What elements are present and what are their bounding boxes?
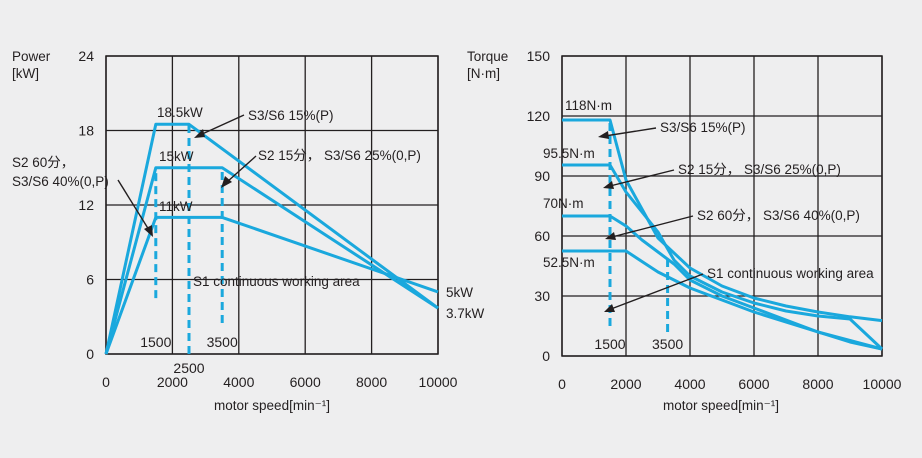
power-chart: 0 2000 4000 6000 8000 10000 0 6 12 18 24 15002500… xyxy=(12,48,485,413)
torque-chart: 0 2000 4000 6000 8000 10000 0 30 60 90 120 150 150… xyxy=(467,48,902,413)
x-tick-label: 4000 xyxy=(674,376,705,392)
power-end-label-3-7kw: 3.7kW xyxy=(446,306,485,321)
torque-x-axis-label: motor speed[min⁻¹] xyxy=(663,398,779,413)
y-tick-label: 0 xyxy=(86,346,94,362)
x-tick-label: 6000 xyxy=(738,376,769,392)
speed-marker-label: 3500 xyxy=(207,334,238,350)
torque-y-label-line1: Torque xyxy=(467,49,508,64)
x-tick-label: 8000 xyxy=(356,374,387,390)
torque-annot-s2-60: S2 60分， S3/S6 40%(0,P) xyxy=(697,208,860,223)
power-annot-s2-60-line2: S3/S6 40%(0,P) xyxy=(12,174,109,189)
series-line-0 xyxy=(104,122,439,355)
arrow-head xyxy=(194,129,205,138)
x-tick-label: 2000 xyxy=(157,374,188,390)
x-tick-label: 8000 xyxy=(802,376,833,392)
y-tick-label: 120 xyxy=(527,108,551,124)
power-label-18-5kw: 18.5kW xyxy=(157,105,203,120)
power-label-15kw: 15kW xyxy=(159,149,194,164)
x-tick-label: 6000 xyxy=(290,374,321,390)
speed-marker-label: 2500 xyxy=(173,360,204,376)
arrow-line xyxy=(117,179,150,231)
torque-label-95-5nm: 95.5N·m xyxy=(543,146,595,161)
torque-annot-s1: S1 continuous working area xyxy=(707,266,874,281)
y-tick-label: 30 xyxy=(534,288,550,304)
series-line-1 xyxy=(562,163,884,351)
torque-label-70nm: 70N·m xyxy=(543,196,584,211)
y-tick-label: 0 xyxy=(542,348,550,364)
y-tick-label: 24 xyxy=(78,48,94,64)
x-tick-label: 4000 xyxy=(223,374,254,390)
torque-y-label-line2: [N·m] xyxy=(467,66,500,81)
power-y-tick-labels: 0 6 12 18 24 xyxy=(78,48,94,362)
y-tick-label: 60 xyxy=(534,228,550,244)
arrow-line xyxy=(199,114,245,136)
power-annot-s3s6-15: S3/S6 15%(P) xyxy=(248,108,334,123)
arrow-head xyxy=(604,304,615,312)
power-annot-s1: S1 continuous working area xyxy=(193,274,360,289)
torque-label-52-5nm: 52.5N·m xyxy=(543,255,595,270)
torque-label-118nm: 118N·m xyxy=(565,98,612,113)
arrow-line xyxy=(604,127,657,137)
arrow-head xyxy=(605,232,616,240)
torque-series xyxy=(562,118,884,351)
torque-annot-s2-15: S2 15分， S3/S6 25%(0,P) xyxy=(678,162,841,177)
power-annotation-arrows xyxy=(117,114,257,237)
torque-annot-s3s6-15: S3/S6 15%(P) xyxy=(660,120,746,135)
power-y-label-line1: Power xyxy=(12,49,51,64)
x-tick-label: 10000 xyxy=(419,374,458,390)
power-x-tick-labels: 0 2000 4000 6000 8000 10000 xyxy=(102,374,458,390)
arrow-head xyxy=(603,181,614,189)
arrow-head xyxy=(144,225,153,237)
power-series xyxy=(104,122,439,355)
torque-annotation-arrows xyxy=(598,127,704,312)
power-annot-s2-15: S2 15分， S3/S6 25%(0,P) xyxy=(258,148,421,163)
speed-marker-label: 3500 xyxy=(652,336,683,352)
power-grid xyxy=(105,55,439,355)
arrow-line xyxy=(611,215,694,238)
arrow-line xyxy=(609,169,675,187)
y-tick-label: 18 xyxy=(78,123,94,139)
arrow-head xyxy=(598,131,609,139)
speed-marker-label: 1500 xyxy=(140,334,171,350)
y-tick-label: 6 xyxy=(86,272,94,288)
x-tick-label: 2000 xyxy=(610,376,641,392)
torque-y-tick-labels: 0 30 60 90 120 150 xyxy=(527,48,551,364)
series-line-0 xyxy=(562,118,883,323)
x-tick-label: 0 xyxy=(102,374,110,390)
series-line-2 xyxy=(104,215,439,355)
arrow-line xyxy=(226,155,257,183)
torque-x-tick-labels: 0 2000 4000 6000 8000 10000 xyxy=(558,376,902,392)
y-tick-label: 90 xyxy=(534,168,550,184)
speed-marker-label: 1500 xyxy=(594,336,625,352)
power-y-label-line2: [kW] xyxy=(12,66,39,81)
series-line-1 xyxy=(104,166,439,355)
arrow-line xyxy=(610,273,704,310)
power-end-label-5kw: 5kW xyxy=(446,285,473,300)
x-tick-label: 0 xyxy=(558,376,566,392)
power-annot-s2-60-line1: S2 60分， xyxy=(12,155,74,170)
y-tick-label: 150 xyxy=(527,48,551,64)
power-x-axis-label: motor speed[min⁻¹] xyxy=(214,398,330,413)
torque-speed-markers: 1500 3500 xyxy=(594,120,683,352)
y-tick-label: 12 xyxy=(78,197,94,213)
x-tick-label: 10000 xyxy=(863,376,902,392)
series-line-3 xyxy=(562,249,883,351)
power-label-11kw: 11kW xyxy=(159,199,193,214)
arrow-head xyxy=(221,176,232,188)
